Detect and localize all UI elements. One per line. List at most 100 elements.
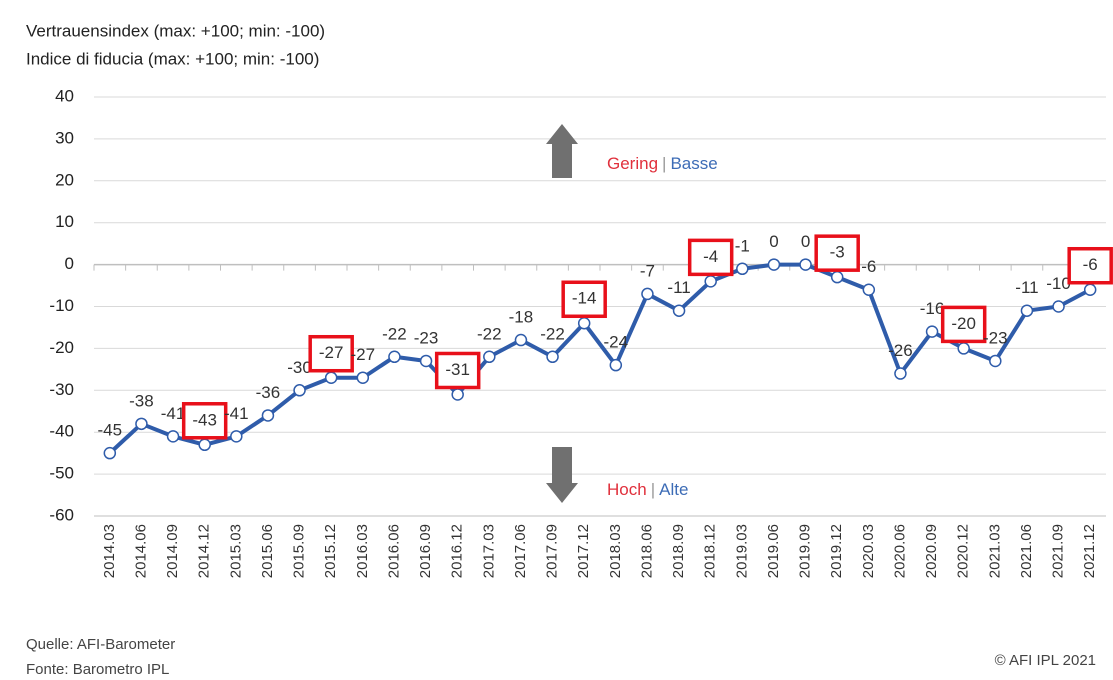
x-tick-label: 2020.12: [955, 524, 972, 578]
copyright: © AFI IPL 2021: [995, 652, 1096, 669]
point: [451, 388, 464, 401]
data-label: -22: [477, 324, 502, 343]
x-tick-label: 2015.03: [227, 524, 244, 578]
x-tick-label: 2015.09: [291, 524, 308, 578]
x-tick-label: 2019.12: [828, 524, 845, 578]
point: [862, 283, 876, 296]
point: [704, 275, 717, 288]
data-label: -20: [951, 314, 976, 333]
x-tick-label: 2017.12: [575, 524, 592, 578]
point: [799, 258, 812, 271]
annotation-part: Gering: [607, 154, 658, 173]
point: [166, 430, 180, 443]
x-tick-label: 2016.09: [417, 524, 434, 578]
data-label: -27: [319, 343, 344, 362]
annotation-part: Basse: [670, 154, 717, 173]
y-tick-label: -40: [49, 422, 74, 441]
data-label: -45: [98, 421, 123, 440]
point: [641, 287, 654, 301]
point: [830, 270, 844, 284]
point: [736, 262, 749, 276]
x-tick-label: 2021.12: [1081, 524, 1098, 578]
x-tick-label: 2015.06: [259, 524, 276, 578]
point: [1083, 283, 1097, 296]
x-tick-label: 2017.06: [512, 524, 529, 578]
x-tick-label: 2017.03: [480, 524, 497, 578]
highlight-box: [308, 334, 354, 373]
y-tick-label: -30: [49, 380, 74, 399]
highlight-box: [940, 305, 987, 344]
data-label: -11: [1015, 278, 1038, 297]
point: [1020, 304, 1034, 317]
data-label: -41: [224, 404, 249, 423]
data-label: -1: [735, 236, 750, 255]
y-tick-label: -20: [49, 338, 74, 357]
highlight-box: [687, 238, 734, 277]
y-tick-label: 10: [55, 212, 74, 231]
x-tick-label: 2019.09: [797, 524, 814, 578]
highlight-box: [814, 234, 860, 272]
data-label: -31: [445, 360, 470, 379]
y-tick-label: -50: [49, 464, 74, 483]
data-label: -36: [256, 383, 281, 402]
data-label: -38: [129, 391, 154, 410]
data-label: -4: [703, 247, 718, 266]
x-tick-label: 2018.06: [638, 524, 655, 578]
point: [293, 384, 306, 397]
point: [577, 317, 591, 330]
annotation: Hoch | Alte: [607, 480, 688, 499]
point: [388, 350, 401, 364]
point: [925, 325, 939, 338]
y-tick-label: 20: [55, 170, 74, 189]
data-label: -22: [382, 324, 407, 343]
point: [546, 350, 559, 364]
point: [609, 358, 623, 372]
x-tick-label: 2020.06: [891, 524, 908, 578]
data-label: -7: [640, 261, 655, 280]
data-label: -16: [920, 299, 945, 318]
data-label: -6: [861, 257, 876, 276]
data-label: 0: [769, 232, 778, 251]
annotation-part: Hoch: [607, 480, 647, 499]
x-tick-label: 2019.06: [765, 524, 782, 578]
data-label: -27: [351, 345, 376, 364]
point: [135, 417, 148, 431]
data-label: -3: [830, 243, 845, 262]
x-tick-label: 2014.03: [101, 524, 118, 578]
x-tick-label: 2014.06: [132, 524, 149, 578]
source: Fonte: Barometro IPL: [26, 661, 169, 678]
data-label: -22: [540, 324, 565, 343]
data-label: -23: [983, 328, 1008, 347]
data-label: -11: [667, 278, 690, 297]
point: [894, 367, 907, 380]
annotation-part: Alte: [659, 480, 688, 499]
point: [261, 409, 275, 422]
point: [103, 446, 117, 460]
point: [1052, 300, 1065, 313]
x-tick-label: 2014.12: [196, 524, 213, 578]
data-label: -18: [509, 308, 534, 327]
x-tick-label: 2016.06: [385, 524, 402, 578]
highlight-box: [561, 280, 607, 319]
annotation-part: |: [651, 480, 655, 499]
data-label: -43: [192, 410, 217, 429]
data-label: -30: [287, 358, 312, 377]
x-tick-label: 2015.12: [322, 524, 339, 578]
data-label: -23: [414, 328, 439, 347]
x-tick-label: 2017.09: [544, 524, 561, 578]
data-label: -24: [604, 333, 629, 352]
line: [108, 262, 1092, 455]
y-tick-label: 0: [65, 254, 74, 273]
arrow: [546, 447, 578, 503]
point: [989, 354, 1002, 368]
chart-title: Vertrauensindex (max: +100; min: -100): [26, 21, 325, 40]
point: [514, 333, 528, 347]
x-tick-label: 2018.12: [702, 524, 719, 578]
x-tick-label: 2018.09: [670, 524, 687, 578]
point: [767, 258, 781, 271]
data-label: -10: [1046, 274, 1071, 293]
y-tick-label: 30: [55, 128, 74, 147]
annotation: Gering | Basse: [607, 154, 718, 173]
x-tick-label: 2016.12: [449, 524, 466, 578]
